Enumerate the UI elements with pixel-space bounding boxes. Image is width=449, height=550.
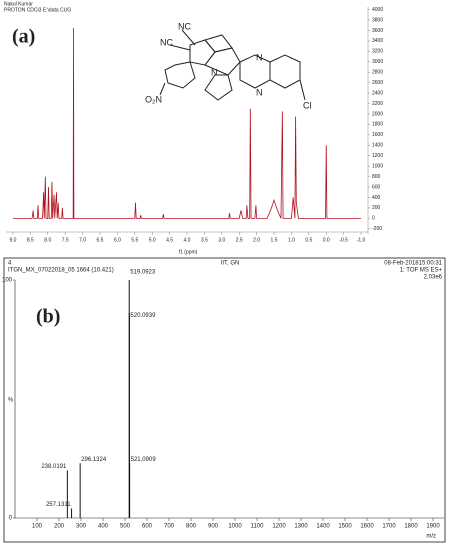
- x-tick-label: 6.0: [114, 237, 121, 243]
- atom-label: NC: [160, 37, 173, 47]
- x-tick-label: 400: [98, 524, 109, 530]
- x-tick-label: 1600: [360, 524, 374, 530]
- header: 08-Feb-201815:00:31: [384, 261, 442, 267]
- peak-label: 238.0191: [41, 464, 67, 470]
- x-tick-label: 0.0: [323, 237, 330, 243]
- x-tick-label: 6.5: [97, 237, 104, 243]
- header: 2.03e6: [424, 275, 443, 281]
- y-tick-label: 800: [372, 174, 381, 180]
- x-tick-label: 500: [120, 524, 131, 530]
- x-tick-label: 800: [186, 524, 197, 530]
- x-tick-label: 9.0: [9, 237, 16, 243]
- x-tick-label: 7.0: [79, 237, 86, 243]
- y-tick-label: 100: [2, 278, 13, 284]
- structure-labels: NC NC N N N Cl O₂N: [145, 21, 312, 110]
- x-tick-label: -0.5: [339, 237, 348, 243]
- x-tick-label: 4.0: [184, 237, 191, 243]
- x-tick-label: 1.0: [288, 237, 295, 243]
- atom-label: N: [256, 52, 263, 62]
- x-tick-label: 1800: [404, 524, 418, 530]
- y-tick-label: 2200: [372, 101, 383, 107]
- y-tick-label: 1400: [372, 143, 383, 149]
- y-tick-label: 600: [372, 184, 381, 190]
- x-tick-label: 100: [32, 524, 43, 530]
- y-tick-label: 1600: [372, 132, 383, 138]
- peak-label: 257.1311: [46, 502, 71, 508]
- x-tick-label: 4.5: [166, 237, 173, 243]
- y-tick-label: 2800: [372, 70, 383, 76]
- x-tick-label: 1000: [228, 524, 242, 530]
- x-tick-label: 1300: [294, 524, 308, 530]
- x-tick-label: 300: [76, 524, 87, 530]
- x-tick-label: 7.5: [62, 237, 69, 243]
- x-tick-label: 5.0: [149, 237, 156, 243]
- panel-label: (a): [12, 26, 35, 48]
- x-tick-label: 2.5: [236, 237, 243, 243]
- atom-label: N: [211, 67, 218, 77]
- y-tick-label: 1800: [372, 122, 383, 128]
- x-tick-label: 600: [142, 524, 153, 530]
- spectrum-line: [12, 27, 362, 219]
- header: 1: TOF MS ES+: [400, 268, 443, 274]
- header: Nakul Kumar: [4, 1, 33, 7]
- y-tick-label: 2400: [372, 90, 383, 96]
- x-tick-label: 8.0: [44, 237, 51, 243]
- y-tick-label: 3000: [372, 59, 383, 65]
- y-tick-label: 0: [9, 516, 13, 522]
- x-tick-label: 200: [54, 524, 65, 530]
- y-tick-label: 3400: [372, 38, 383, 44]
- y-tick-label: 1000: [372, 163, 383, 169]
- y-tick-label: 2600: [372, 80, 383, 86]
- panel-label: (b): [36, 306, 60, 328]
- atom-label: Cl: [303, 100, 312, 110]
- x-tick-label: 1100: [251, 524, 265, 530]
- x-tick-label: 1900: [426, 524, 440, 530]
- y-tick-label: 3600: [372, 28, 383, 34]
- peak-label: 519.0923: [130, 270, 156, 276]
- x-tick-label: 3.5: [201, 237, 208, 243]
- x-tick-label: 1.5: [271, 237, 278, 243]
- y-tick-label: -200: [372, 226, 382, 232]
- y-tick-label: 2000: [372, 111, 383, 117]
- header: 4: [8, 261, 12, 267]
- x-tick-label: 8.5: [27, 237, 34, 243]
- y-tick-label: 0: [372, 216, 375, 222]
- x-axis-label: m/z: [426, 534, 436, 540]
- x-tick-label: 5.5: [131, 237, 138, 243]
- x-tick-label: 2.0: [253, 237, 260, 243]
- header: IIT, GN: [221, 261, 240, 267]
- atom-label: N: [256, 87, 263, 97]
- x-axis-label: f1 (ppm): [179, 249, 198, 255]
- y-tick-label: 1200: [372, 153, 383, 159]
- structure: [159, 29, 306, 101]
- peak-label: 296.1324: [81, 457, 107, 463]
- y-axis-label: %: [8, 398, 14, 404]
- x-tick-label: 1200: [272, 524, 286, 530]
- peak-label: 520.0939: [130, 313, 156, 319]
- y-tick-label: 200: [372, 205, 381, 211]
- peak-label: 521.0909: [131, 457, 157, 463]
- x-tick-label: -1.0: [357, 237, 366, 243]
- header: ITGN_MX_07022018_05 1664 (10.421): [8, 268, 114, 274]
- panel-frame: [3, 257, 446, 543]
- x-tick-label: 3.0: [218, 237, 225, 243]
- y-tick-label: 3200: [372, 49, 383, 55]
- x-tick-label: 700: [164, 524, 175, 530]
- y-tick-label: 400: [372, 195, 381, 201]
- atom-label: NC: [178, 21, 191, 31]
- y-tick-label: 4000: [372, 7, 383, 13]
- atom-label: O₂N: [145, 94, 162, 104]
- x-tick-label: 1400: [316, 524, 330, 530]
- x-tick-label: 900: [208, 524, 219, 530]
- y-tick-label: 3800: [372, 17, 383, 23]
- x-tick-label: 0.5: [305, 237, 312, 243]
- header: PROTON CDCl3 E:\data CUG: [4, 7, 71, 13]
- x-tick-label: 1700: [382, 524, 396, 530]
- x-tick-label: 1500: [338, 524, 352, 530]
